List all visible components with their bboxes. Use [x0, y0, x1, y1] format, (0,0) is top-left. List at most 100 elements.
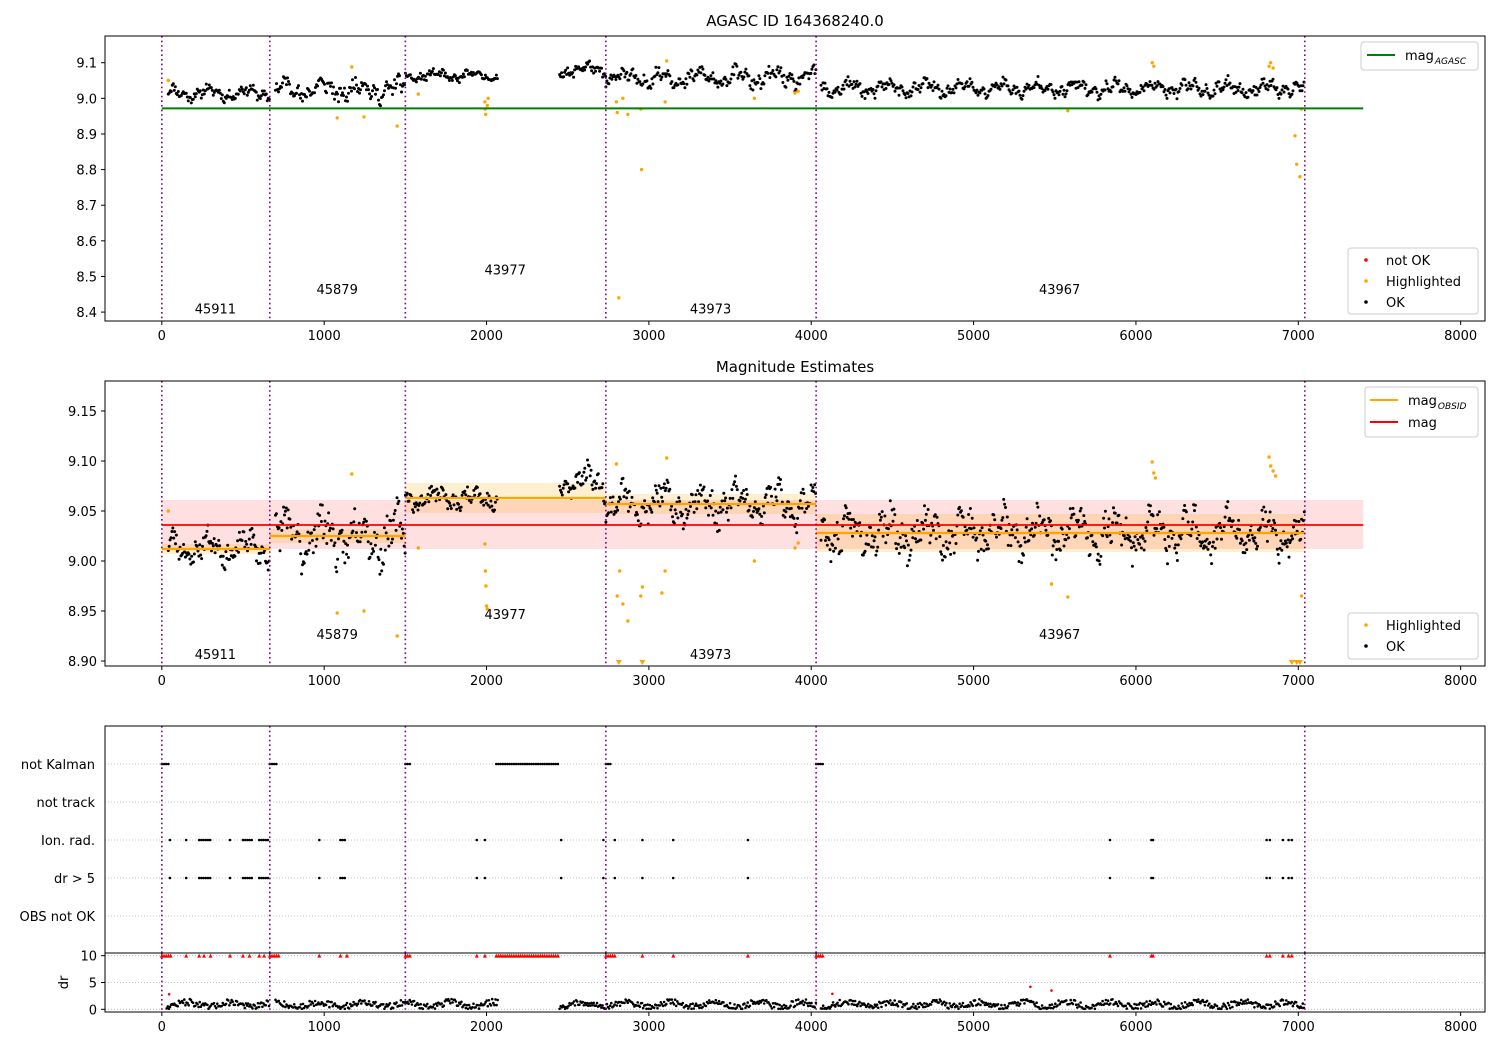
flag-point [162, 762, 166, 766]
dr-point [661, 1004, 665, 1008]
obsid-label: 43977 [485, 608, 526, 623]
dr-point [327, 1000, 330, 1003]
ok-point [1139, 546, 1143, 550]
ok-point [282, 505, 286, 509]
ok-point [933, 513, 937, 517]
ok-point [463, 489, 467, 493]
ok-point [792, 79, 796, 83]
dr-point [1015, 1003, 1019, 1007]
ok-point [302, 561, 306, 565]
ok-point [1142, 89, 1146, 93]
obsid-label: 45911 [195, 303, 236, 318]
dr-point [274, 998, 277, 1002]
dr-point [777, 1007, 780, 1011]
dr-point [925, 1002, 928, 1006]
ok-point [448, 501, 451, 505]
flag-point [248, 838, 251, 842]
ok-point [687, 72, 691, 76]
ok-point [711, 71, 715, 75]
ok-point [929, 533, 933, 537]
ok-point [462, 75, 466, 79]
axes-frame [104, 35, 1486, 322]
ok-point [1082, 514, 1086, 518]
ok-point [871, 88, 875, 91]
flag-point [341, 876, 344, 880]
dr-point [618, 1004, 622, 1008]
dr-point [698, 1006, 701, 1010]
dr-point [831, 1001, 835, 1004]
dr-point [1208, 1002, 1211, 1005]
ok-point [465, 69, 469, 72]
ok-point [358, 540, 362, 544]
dr-point [266, 1000, 270, 1003]
ok-point [607, 511, 611, 515]
dr-point [578, 1003, 581, 1007]
dr-point [206, 1003, 209, 1007]
ok-point [782, 73, 786, 77]
ok-point [1032, 86, 1036, 90]
dr-point [496, 998, 500, 1002]
ok-point [1006, 84, 1010, 88]
dr-point [867, 1002, 870, 1006]
ok-point [248, 84, 252, 88]
ok-point [1051, 90, 1055, 94]
ok-point [1211, 540, 1215, 544]
panel-title: Magnitude Estimates [716, 358, 874, 376]
ok-point [455, 79, 459, 83]
ok-point [748, 84, 752, 88]
dr-point [813, 1006, 817, 1009]
dr-clipped-marker [276, 953, 281, 958]
ok-point [921, 82, 925, 86]
dr-point [451, 1001, 454, 1004]
ok-point [876, 545, 880, 549]
highlighted-point [350, 472, 354, 476]
dr-point [656, 1006, 659, 1010]
ok-point [1255, 93, 1259, 97]
dr-point [750, 999, 754, 1003]
ok-point [664, 74, 668, 78]
ok-point [1004, 506, 1007, 509]
ok-point [1223, 81, 1227, 85]
flag-point [539, 762, 542, 766]
dr-point [476, 1003, 480, 1007]
ok-point [1117, 513, 1121, 517]
ok-point [189, 101, 193, 105]
ok-point [242, 92, 246, 96]
ok-point [720, 499, 724, 503]
dr-point [1201, 998, 1204, 1002]
flag-point [550, 762, 553, 766]
ok-point [418, 71, 422, 75]
ok-point [428, 73, 432, 77]
dr-point [181, 1001, 185, 1005]
dr-clipped-marker [241, 953, 245, 958]
ok-point [244, 86, 248, 90]
ok-point [430, 69, 434, 73]
ok-point [751, 515, 755, 519]
ok-point [740, 491, 744, 495]
dr-point [244, 1002, 248, 1005]
ok-point [628, 505, 632, 509]
ok-point [598, 69, 602, 73]
ok-point [616, 508, 620, 512]
ok-point [807, 77, 811, 81]
ok-point [813, 483, 817, 487]
ok-point [961, 515, 965, 519]
highlighted-point [639, 167, 644, 172]
ok-point [643, 499, 647, 503]
flag-point [512, 762, 516, 766]
ok-point [329, 84, 332, 88]
dr-point [756, 1000, 759, 1004]
highlighted-point [166, 509, 170, 513]
ok-point [1109, 90, 1113, 94]
ok-point [763, 496, 767, 499]
dr-point [298, 1005, 302, 1009]
dr-point [875, 1003, 879, 1006]
dr-point [989, 1002, 992, 1006]
ok-point [423, 74, 427, 78]
flag-point [206, 876, 210, 880]
ok-point [888, 499, 892, 503]
dr-point [836, 1001, 839, 1005]
ok-point [1177, 90, 1181, 93]
ok-point [490, 504, 494, 508]
